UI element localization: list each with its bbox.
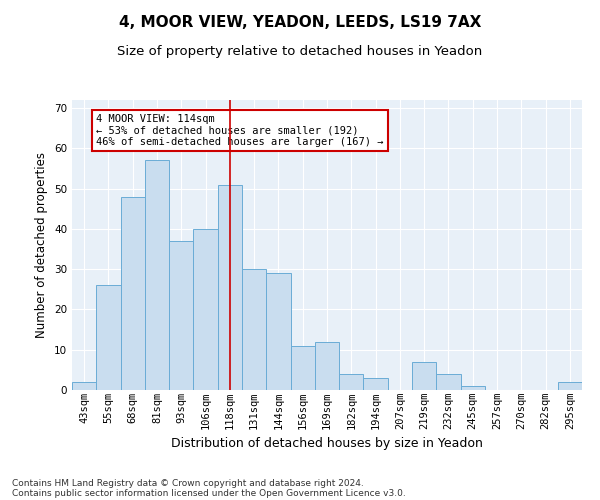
Bar (193, 229, 218, 390)
Text: Size of property relative to detached houses in Yeadon: Size of property relative to detached ho… (118, 45, 482, 58)
Bar (315, 342, 339, 390)
Bar (412, 362, 436, 390)
Bar (558, 382, 582, 390)
Text: 4, MOOR VIEW, YEADON, LEEDS, LS19 7AX: 4, MOOR VIEW, YEADON, LEEDS, LS19 7AX (119, 15, 481, 30)
Bar (218, 184, 242, 390)
Y-axis label: Number of detached properties: Number of detached properties (35, 152, 49, 338)
Bar (121, 196, 145, 390)
Bar (364, 378, 388, 390)
Bar (339, 374, 364, 390)
Bar (266, 273, 290, 390)
Bar (169, 241, 193, 390)
Text: 4 MOOR VIEW: 114sqm
← 53% of detached houses are smaller (192)
46% of semi-detac: 4 MOOR VIEW: 114sqm ← 53% of detached ho… (96, 114, 384, 148)
Bar (290, 346, 315, 390)
Bar (145, 160, 169, 390)
Bar (242, 269, 266, 390)
Bar (461, 386, 485, 390)
Bar (72, 382, 96, 390)
Text: Contains HM Land Registry data © Crown copyright and database right 2024.: Contains HM Land Registry data © Crown c… (12, 478, 364, 488)
X-axis label: Distribution of detached houses by size in Yeadon: Distribution of detached houses by size … (171, 437, 483, 450)
Bar (436, 374, 461, 390)
Text: Contains public sector information licensed under the Open Government Licence v3: Contains public sector information licen… (12, 488, 406, 498)
Bar (96, 286, 121, 390)
